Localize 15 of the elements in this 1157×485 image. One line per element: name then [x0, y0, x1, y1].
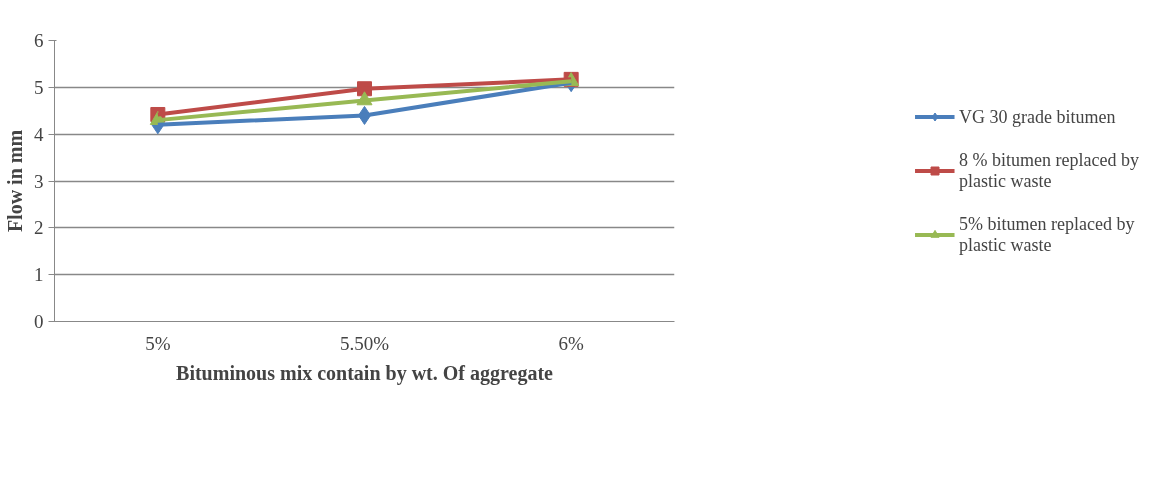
legend-label: 8 % bitumen replaced by plastic waste	[959, 149, 1139, 191]
y-axis-title: Flow in mm	[4, 129, 26, 233]
x-axis-title: Bituminous mix contain by wt. Of aggregate	[176, 361, 554, 385]
legend-label: VG 30 grade bitumen	[959, 106, 1116, 127]
y-tick-label: 5	[34, 76, 44, 98]
y-tick-label: 4	[34, 123, 44, 145]
legend-label: 5% bitumen replaced by plastic waste	[959, 213, 1135, 255]
y-tick-label: 6	[34, 30, 44, 51]
y-tick-label: 1	[34, 264, 44, 286]
y-tick-label: 3	[34, 170, 44, 192]
y-tick-label: 2	[34, 217, 44, 239]
x-tick-label: 5.50%	[339, 332, 390, 354]
y-tick-label: 0	[34, 311, 44, 332]
x-tick-label: 5%	[145, 332, 171, 354]
x-tick-label: 6%	[558, 332, 584, 354]
